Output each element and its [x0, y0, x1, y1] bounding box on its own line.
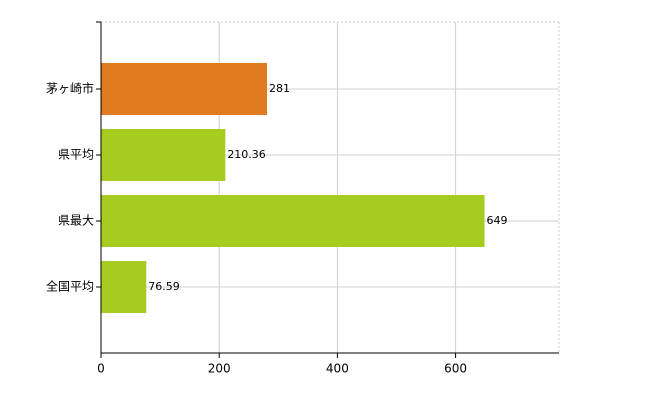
data-label: 281	[269, 82, 290, 95]
bar	[101, 129, 226, 181]
y-tick-label: 県最大	[58, 214, 94, 228]
data-label: 649	[487, 214, 508, 227]
y-tick-label: 茅ヶ崎市	[46, 81, 94, 96]
bar	[101, 195, 485, 247]
bar	[101, 261, 147, 313]
y-tick-label: 県平均	[58, 148, 94, 162]
data-label: 210.36	[227, 148, 266, 161]
x-tick-label: 600	[444, 362, 467, 376]
y-tick-label: 全国平均	[46, 279, 94, 294]
x-tick-label: 0	[97, 362, 105, 376]
x-tick-label: 200	[208, 362, 231, 376]
bar	[101, 63, 268, 115]
x-tick-label: 400	[326, 362, 349, 376]
data-label: 76.59	[148, 280, 180, 293]
